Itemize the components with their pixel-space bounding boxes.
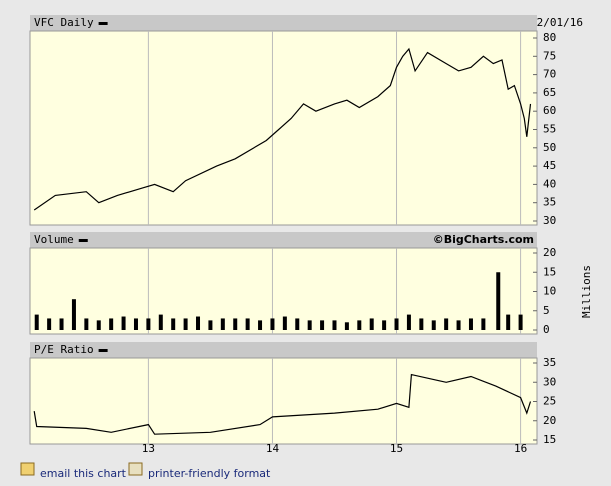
y-tick-label: 30 (543, 375, 556, 388)
volume-bar (369, 318, 374, 330)
volume-bar (59, 318, 64, 330)
volume-bar (394, 318, 399, 330)
volume-bar (406, 314, 411, 330)
panel-title: VFC Daily (34, 16, 94, 29)
volume-bar (270, 318, 275, 330)
print-link[interactable]: printer-friendly format (148, 467, 271, 480)
print-icon (128, 462, 143, 476)
y-tick-label: 0 (543, 323, 550, 336)
volume-bar (344, 322, 349, 330)
y-tick-label: 60 (543, 104, 556, 117)
volume-bar (518, 314, 523, 330)
volume-bar (456, 320, 461, 330)
watermark: ©BigCharts.com (433, 233, 534, 246)
volume-bar (208, 320, 213, 330)
volume-bar (133, 318, 138, 330)
volume-bar (282, 316, 287, 330)
y-tick-label: 35 (543, 356, 556, 369)
volume-bar (307, 320, 312, 330)
volume-bar (183, 318, 188, 330)
price-line (33, 373, 532, 435)
volume-bar (71, 299, 76, 330)
y-tick-label: 35 (543, 196, 556, 209)
y-tick-label: 20 (543, 246, 556, 259)
x-tick-label: 16 (514, 442, 527, 455)
y-tick-label: 55 (543, 123, 556, 136)
volume-bar (84, 318, 89, 330)
x-tick-label: 14 (266, 442, 280, 455)
y-tick-label: 20 (543, 414, 556, 427)
volume-bar (245, 318, 250, 330)
price-line (33, 47, 532, 211)
volume-bar (121, 316, 126, 330)
panel-body (29, 30, 538, 226)
title-dash (98, 22, 108, 25)
volume-bar (506, 314, 511, 330)
y-tick-label: 45 (543, 159, 556, 172)
volume-bar (158, 314, 163, 330)
y-tick-label: 10 (543, 285, 556, 298)
y-tick-label: 5 (543, 304, 550, 317)
volume-bar (171, 318, 176, 330)
volume-bar (220, 318, 225, 330)
volume-bar (481, 318, 486, 330)
volume-bar (382, 320, 387, 330)
email-link[interactable]: email this chart (40, 467, 127, 480)
y-tick-label: 80 (543, 31, 556, 44)
panel-header (30, 15, 537, 31)
volume-bar (109, 318, 114, 330)
title-dash (98, 349, 108, 352)
y-tick-label: 75 (543, 49, 556, 62)
volume-bar (258, 320, 263, 330)
volume-bar (47, 318, 52, 330)
email-icon (20, 462, 35, 476)
y-axis-label: Millions (580, 265, 593, 318)
y-tick-label: 15 (543, 265, 556, 278)
volume-bar (295, 318, 300, 330)
panel-title: P/E Ratio (34, 343, 94, 356)
x-tick-label: 13 (142, 442, 155, 455)
x-tick-label: 15 (390, 442, 403, 455)
volume-bar (468, 318, 473, 330)
title-dash (78, 239, 88, 242)
volume-bar (431, 320, 436, 330)
panel-header (30, 342, 537, 358)
y-tick-label: 65 (543, 86, 556, 99)
volume-bar (233, 318, 238, 330)
y-tick-label: 70 (543, 68, 556, 81)
volume-bar (332, 320, 337, 330)
volume-bar (146, 318, 151, 330)
chart-date: 2/01/16 (537, 16, 583, 29)
panel-header (30, 232, 537, 248)
y-tick-label: 25 (543, 395, 556, 408)
volume-bar (357, 320, 362, 330)
volume-bar (34, 314, 39, 330)
y-tick-label: 30 (543, 214, 556, 227)
volume-bar (419, 318, 424, 330)
y-tick-label: 50 (543, 141, 556, 154)
volume-bar (196, 316, 201, 330)
y-tick-label: 40 (543, 177, 556, 190)
y-tick-label: 15 (543, 433, 556, 446)
volume-bar (444, 318, 449, 330)
volume-bar (496, 272, 501, 330)
panel-title: Volume (34, 233, 74, 246)
volume-bar (320, 320, 325, 330)
volume-bar (96, 320, 101, 330)
